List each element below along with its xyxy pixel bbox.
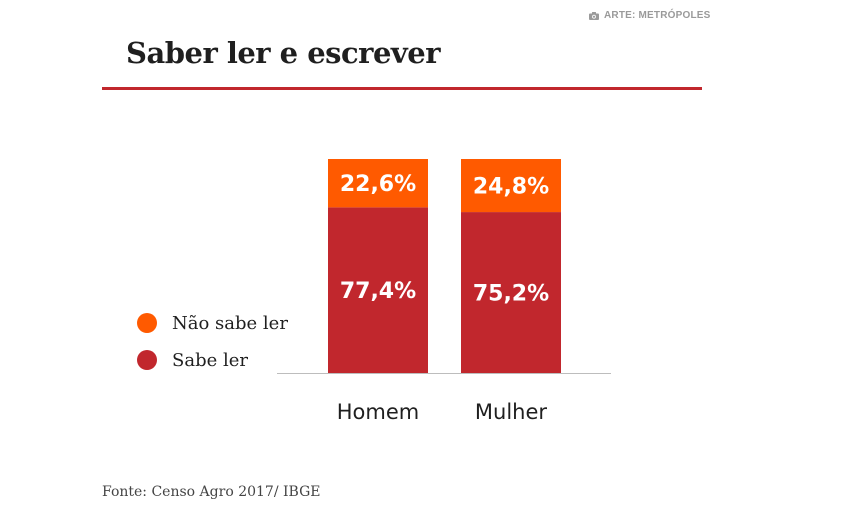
data-label-mulher-nao-sabe-ler: 24,8% xyxy=(473,175,549,200)
bar-mulher-nao-sabe-ler xyxy=(461,159,561,213)
credit: ARTE: METRÓPOLES xyxy=(589,10,711,21)
legend-swatch-sabe-ler xyxy=(137,350,157,370)
x-tick-label-mulher: Mulher xyxy=(475,400,547,424)
source-note: Fonte: Censo Agro 2017/ IBGE xyxy=(102,484,321,500)
legend-item-sabe-ler: Sabe ler xyxy=(137,349,288,371)
legend-label-sabe-ler: Sabe ler xyxy=(172,349,248,371)
legend-swatch-nao-sabe-ler xyxy=(137,313,157,333)
chart-title: Saber ler e escrever xyxy=(126,36,440,70)
legend-item-nao-sabe-ler: Não sabe ler xyxy=(137,312,288,334)
legend-label-nao-sabe-ler: Não sabe ler xyxy=(172,312,288,334)
credit-text: ARTE: METRÓPOLES xyxy=(604,10,711,21)
data-label-mulher-sabe-ler: 75,2% xyxy=(473,282,549,307)
legend: Não sabe ler Sabe ler xyxy=(137,313,288,387)
camera-icon xyxy=(589,11,599,20)
bar-homem-sabe-ler xyxy=(328,207,428,373)
bar-mulher-sabe-ler xyxy=(461,212,561,373)
bar-homem-nao-sabe-ler xyxy=(328,159,428,208)
data-label-homem-nao-sabe-ler: 22,6% xyxy=(340,172,416,197)
title-underline xyxy=(102,87,702,90)
x-tick-label-homem: Homem xyxy=(337,400,419,424)
data-label-homem-sabe-ler: 77,4% xyxy=(340,279,416,304)
